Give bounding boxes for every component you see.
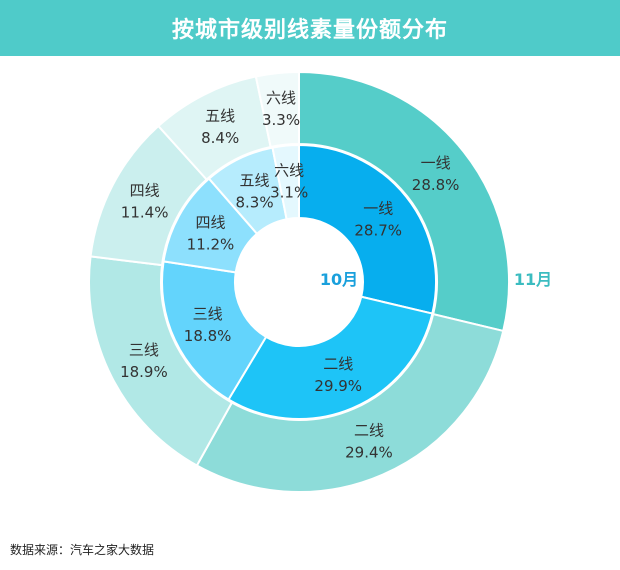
outer-percent-label: 29.4% xyxy=(345,443,393,461)
outer-percent-label: 3.3% xyxy=(262,111,300,129)
outer-category-label: 一线 xyxy=(421,154,451,172)
inner-percent-label: 8.3% xyxy=(236,193,274,211)
inner-percent-label: 3.1% xyxy=(270,183,308,201)
inner-category-label: 三线 xyxy=(193,305,223,323)
inner-slice-二线 xyxy=(227,295,434,420)
outer-ring-11月 xyxy=(88,70,510,493)
data-source-note: 数据来源：汽车之家大数据 xyxy=(10,543,155,557)
inner-slice-一线 xyxy=(298,143,437,315)
outer-percent-label: 11.4% xyxy=(121,204,169,222)
slice-labels: 一线 28.8% 二线 29.4% 三线 18.9% 四线 11.4% 五线 8.4% 六线 3.3%… xyxy=(120,89,459,461)
inner-ring-10月 xyxy=(161,143,437,420)
inner-percent-label: 28.7% xyxy=(354,221,402,239)
inner-series-label: 10月 xyxy=(320,270,358,289)
outer-category-label: 四线 xyxy=(130,182,160,200)
outer-percent-label: 8.4% xyxy=(201,129,239,147)
outer-category-label: 三线 xyxy=(129,341,159,359)
inner-category-label: 五线 xyxy=(240,171,270,189)
inner-category-label: 四线 xyxy=(195,213,225,231)
outer-category-label: 五线 xyxy=(205,107,235,125)
inner-percent-label: 29.9% xyxy=(314,377,362,395)
outer-category-label: 六线 xyxy=(266,89,296,107)
donut-hole xyxy=(236,219,362,345)
inner-slice-六线 xyxy=(271,143,300,221)
inner-category-label: 二线 xyxy=(323,355,353,373)
outer-category-label: 二线 xyxy=(354,421,384,439)
outer-series-label: 11月 xyxy=(514,270,552,289)
outer-percent-label: 18.9% xyxy=(120,363,168,381)
inner-category-label: 六线 xyxy=(274,161,304,179)
donut-chart: 一线 28.8% 二线 29.4% 三线 18.9% 四线 11.4% 五线 8.4% 六线 3.3%… xyxy=(88,70,552,493)
inner-category-label: 一线 xyxy=(363,199,393,217)
inner-percent-label: 11.2% xyxy=(187,235,235,253)
inner-slice-三线 xyxy=(161,260,268,401)
chart-title: 按城市级别线素量份额分布 xyxy=(0,0,620,56)
inner-percent-label: 18.8% xyxy=(184,327,232,345)
outer-percent-label: 28.8% xyxy=(412,176,460,194)
